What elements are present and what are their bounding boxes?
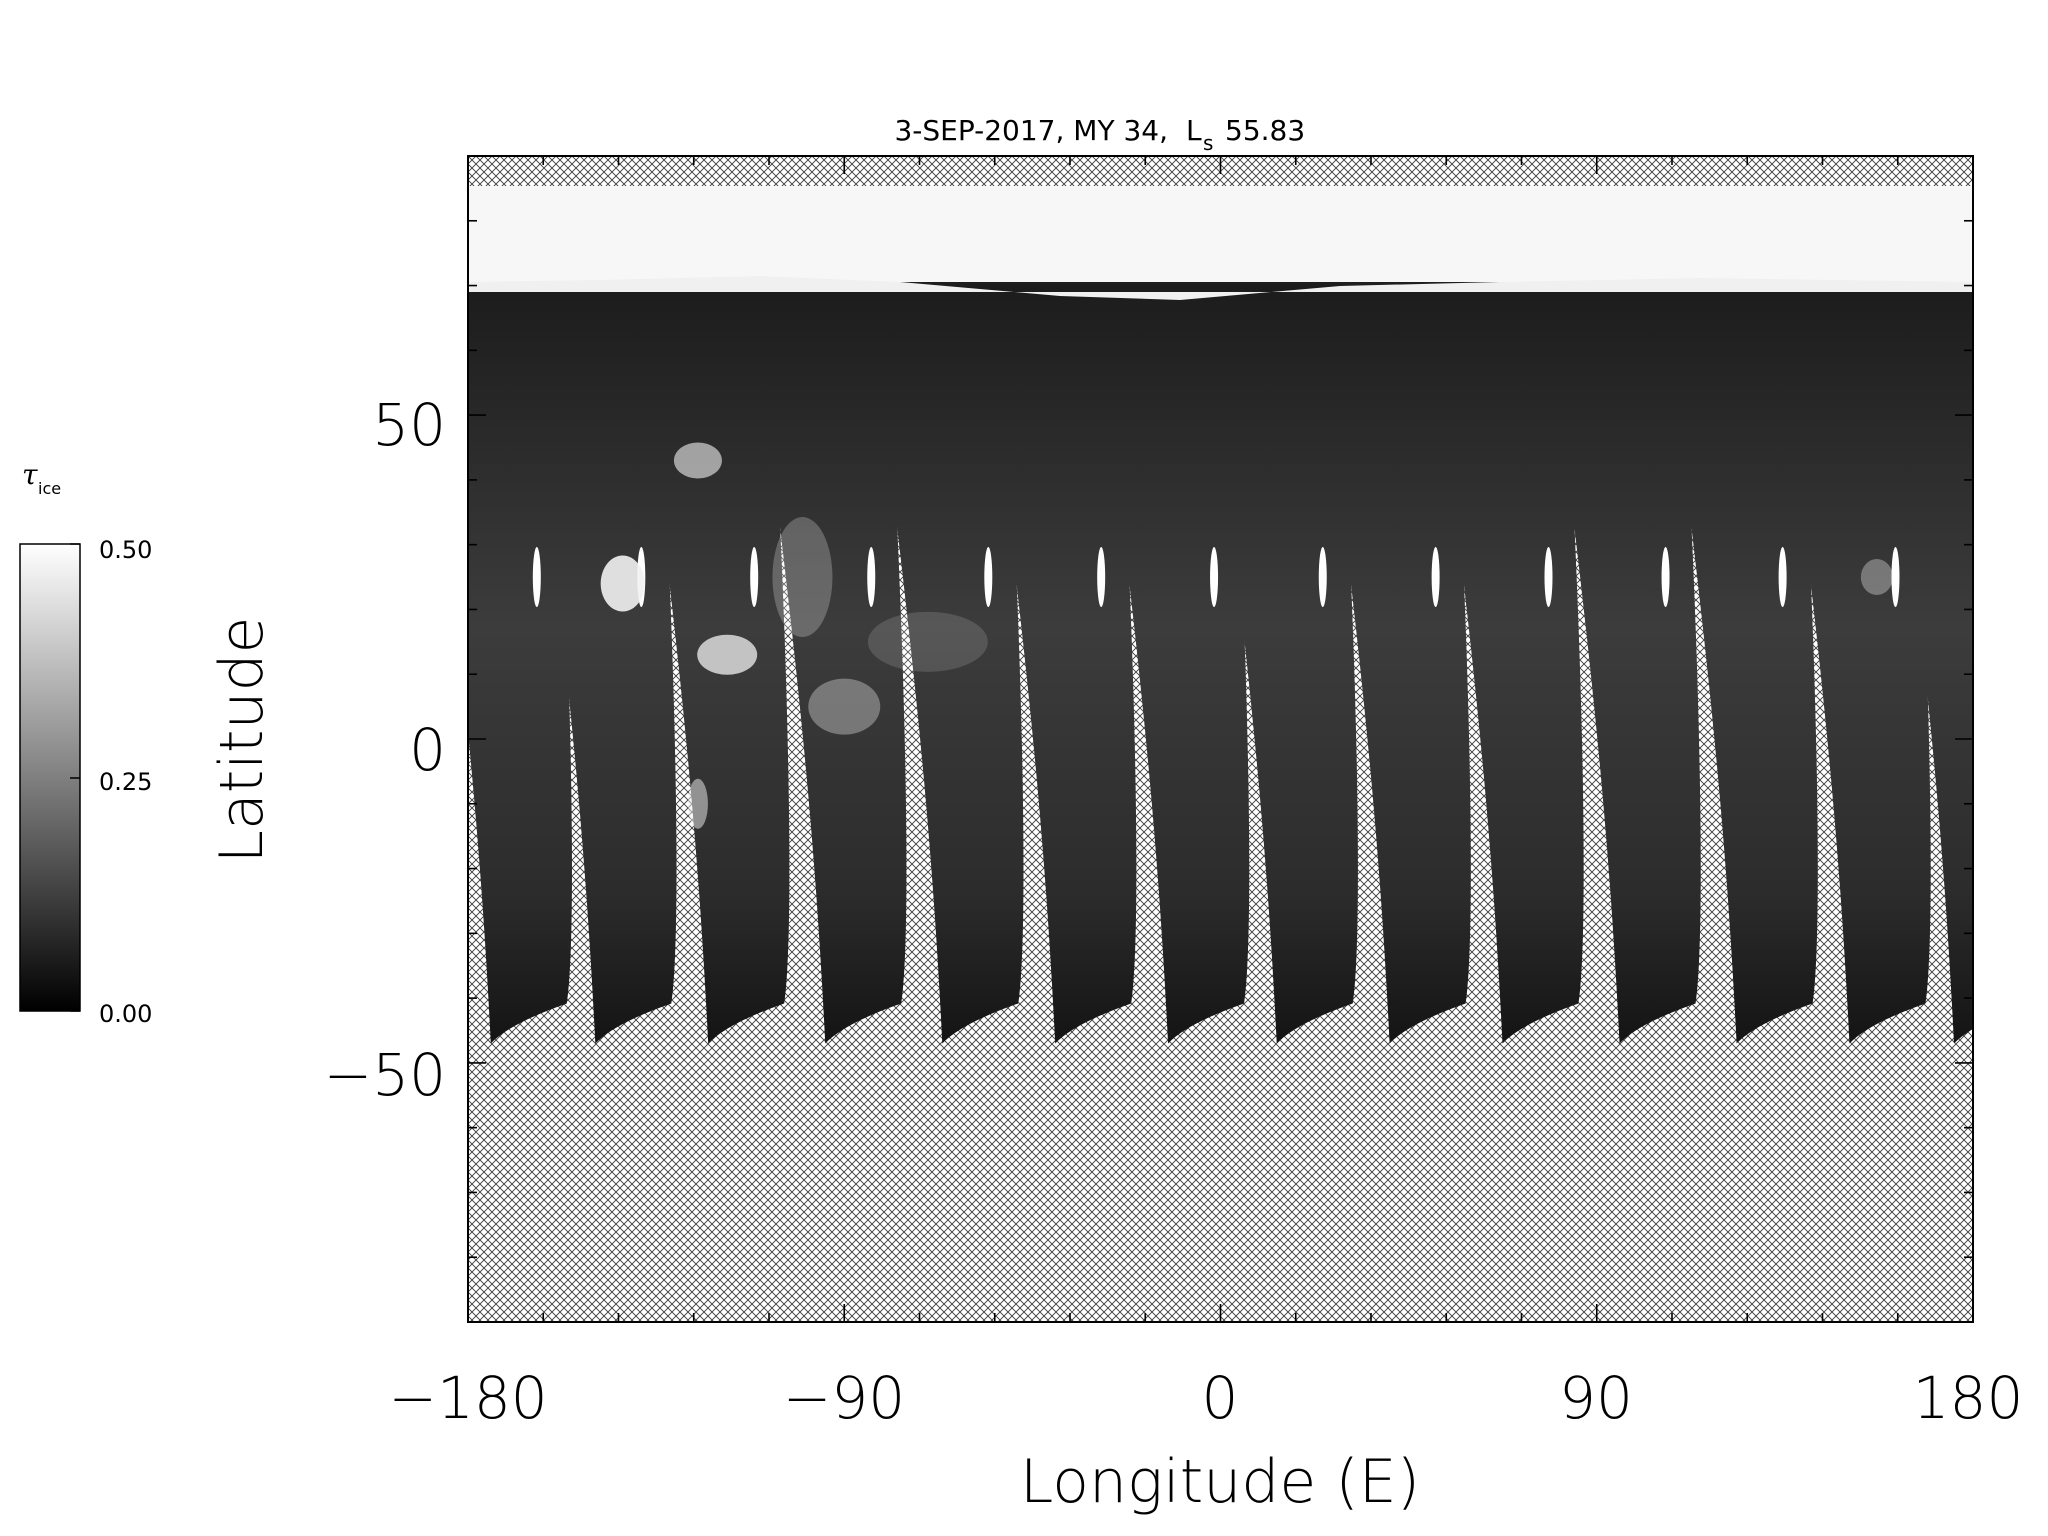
observation-swath — [1789, 285, 1931, 1044]
y-tick-label: 0 — [409, 716, 446, 784]
cloud-feature — [697, 634, 758, 675]
swath-data-gap — [1318, 547, 1327, 608]
map-title-ls-value: 55.83 — [1225, 114, 1305, 147]
observation-swath — [1894, 285, 1973, 1044]
map-title-ls-symbol: L — [1186, 114, 1202, 147]
cloud-feature — [687, 778, 708, 829]
observation-swath — [1676, 285, 1818, 1044]
x-tick-label: 180 — [1913, 1364, 2024, 1432]
swath-data-gap — [1210, 547, 1219, 608]
axis-ticks — [467, 155, 1974, 1323]
cloud-feature — [772, 517, 833, 638]
colorbar-mid-label: 0.25 — [99, 768, 152, 796]
observation-swaths — [468, 285, 2004, 1044]
map-title-date: 3-SEP-2017, MY 34, — [894, 114, 1168, 147]
map-area — [468, 156, 2004, 1322]
x-tick-label: 90 — [1559, 1364, 1633, 1432]
observation-swath — [1216, 285, 1358, 1044]
colorbar-symbol: τ — [22, 458, 38, 491]
cloud-features — [600, 442, 1893, 829]
cloud-feature — [867, 611, 988, 672]
cloud-feature — [808, 678, 881, 735]
colorbar-subscript: ice — [38, 479, 61, 498]
swath-data-gap — [1097, 547, 1106, 608]
colorbar-gradient — [19, 543, 81, 1012]
swath-data-gap — [750, 547, 759, 608]
swath-data-gap — [532, 547, 541, 608]
observation-swath — [1329, 285, 1471, 1044]
swath-data-gap — [984, 547, 993, 608]
map-title-ls-subscript: s — [1203, 131, 1213, 155]
swath-data-gap — [1544, 547, 1553, 608]
swath-data-gap — [867, 547, 876, 608]
y-axis-title: Latitude — [207, 617, 277, 864]
observation-swath — [1108, 285, 1250, 1044]
observation-swath — [535, 285, 677, 1044]
cloud-feature — [600, 555, 645, 612]
x-tick-label: −90 — [783, 1364, 905, 1432]
swath-data-gap — [1431, 547, 1440, 608]
swath-data-gap — [1661, 547, 1670, 608]
x-axis-title: Longitude (E) — [1020, 1447, 1420, 1517]
x-tick-label: 0 — [1202, 1364, 1239, 1432]
observation-swath — [765, 285, 907, 1044]
x-tick-labels: −180 −90 0 90 180 — [388, 1364, 2023, 1432]
x-tick-label: −180 — [388, 1364, 547, 1432]
polar-cap-edge — [468, 276, 1973, 300]
colorbar-max-label: 0.50 — [99, 536, 152, 564]
y-tick-labels: 50 0 −50 — [324, 391, 446, 1109]
colorbar: τ ice 0.50 0.25 0.00 — [19, 458, 152, 1028]
colorbar-min-label: 0.00 — [99, 1000, 152, 1028]
swath-data-gap — [1891, 547, 1900, 608]
observation-swath — [882, 285, 1024, 1044]
cloud-feature — [673, 442, 722, 479]
y-tick-label: −50 — [324, 1041, 446, 1109]
observation-swath — [995, 285, 1137, 1044]
swath-data-gap — [1996, 547, 2004, 607]
observation-swath — [1559, 285, 1701, 1044]
y-tick-label: 50 — [372, 391, 446, 459]
swath-data-gap — [1778, 547, 1787, 608]
north-polar-cap — [468, 186, 1973, 282]
observation-swath — [1442, 285, 1584, 1044]
cloud-feature — [1860, 559, 1893, 596]
